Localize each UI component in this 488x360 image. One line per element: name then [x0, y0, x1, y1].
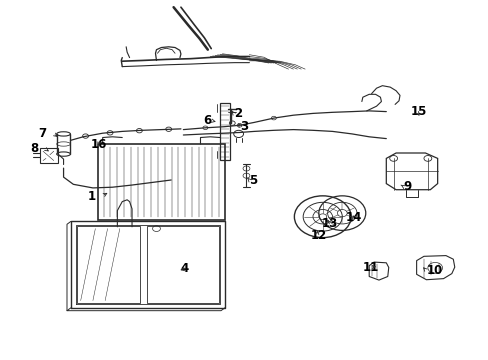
- Bar: [98, 144, 224, 220]
- Text: 11: 11: [362, 261, 378, 274]
- Bar: [146, 226, 219, 303]
- Text: 12: 12: [310, 229, 326, 242]
- Text: 5: 5: [249, 174, 257, 186]
- Text: 3: 3: [240, 120, 248, 133]
- Ellipse shape: [57, 152, 70, 156]
- Text: 4: 4: [181, 262, 189, 275]
- Text: 15: 15: [410, 105, 426, 118]
- Text: 6: 6: [203, 114, 211, 127]
- Bar: [40, 148, 58, 163]
- Text: 7: 7: [38, 127, 46, 140]
- Text: 14: 14: [345, 211, 361, 224]
- Text: 2: 2: [233, 107, 242, 120]
- Text: 1: 1: [87, 190, 95, 203]
- Text: 10: 10: [426, 264, 442, 277]
- Text: 9: 9: [403, 180, 411, 193]
- Text: 13: 13: [321, 217, 337, 230]
- Text: 16: 16: [90, 138, 106, 150]
- Bar: [77, 226, 140, 303]
- Bar: [220, 103, 229, 160]
- Text: 8: 8: [30, 142, 38, 155]
